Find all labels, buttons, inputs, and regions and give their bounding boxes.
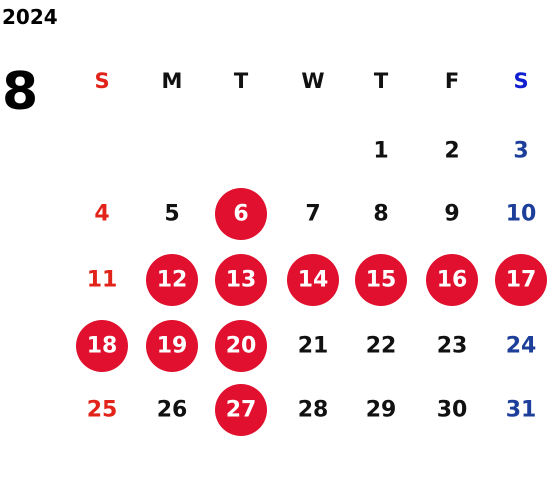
day: 20 <box>226 334 257 359</box>
day: 23 <box>437 334 468 359</box>
day: 10 <box>506 202 537 227</box>
highlight-circle <box>215 188 267 240</box>
highlight-circle <box>146 320 198 372</box>
day: 21 <box>298 334 329 359</box>
day: 7 <box>305 202 320 227</box>
day: 30 <box>437 398 468 423</box>
weekday: S <box>513 69 528 93</box>
weekday: T <box>234 69 249 93</box>
day: 15 <box>366 268 397 293</box>
highlight-circle <box>426 254 478 306</box>
day: 14 <box>298 268 329 293</box>
day: 12 <box>157 268 188 293</box>
month: 8 <box>2 62 38 122</box>
year: 2024 <box>2 5 58 29</box>
highlight-circle <box>495 254 547 306</box>
day: 11 <box>87 268 118 293</box>
day: 1 <box>373 139 388 164</box>
day: 29 <box>366 398 397 423</box>
highlight-circle <box>287 254 339 306</box>
day: 31 <box>506 398 537 423</box>
day: 28 <box>298 398 329 423</box>
day: 27 <box>226 398 257 423</box>
highlight-circle <box>76 320 128 372</box>
day: 5 <box>164 202 179 227</box>
day: 25 <box>87 398 118 423</box>
day: 24 <box>506 334 537 359</box>
day: 13 <box>226 268 257 293</box>
highlight-circle <box>215 320 267 372</box>
weekday: F <box>445 69 459 93</box>
day: 16 <box>437 268 468 293</box>
day: 8 <box>373 202 388 227</box>
weekday: W <box>301 69 324 93</box>
day: 19 <box>157 334 188 359</box>
highlight-circle <box>215 384 267 436</box>
highlight-circle <box>355 254 407 306</box>
day: 18 <box>87 334 118 359</box>
day: 3 <box>513 139 528 164</box>
day: 2 <box>444 139 459 164</box>
weekday: S <box>94 69 109 93</box>
highlight-circle <box>215 254 267 306</box>
day: 9 <box>444 202 459 227</box>
weekday: T <box>374 69 389 93</box>
highlight-circle <box>146 254 198 306</box>
day: 4 <box>94 202 109 227</box>
day: 26 <box>157 398 188 423</box>
day: 6 <box>233 202 248 227</box>
day: 17 <box>506 268 537 293</box>
weekday: M <box>162 69 183 93</box>
day: 22 <box>366 334 397 359</box>
